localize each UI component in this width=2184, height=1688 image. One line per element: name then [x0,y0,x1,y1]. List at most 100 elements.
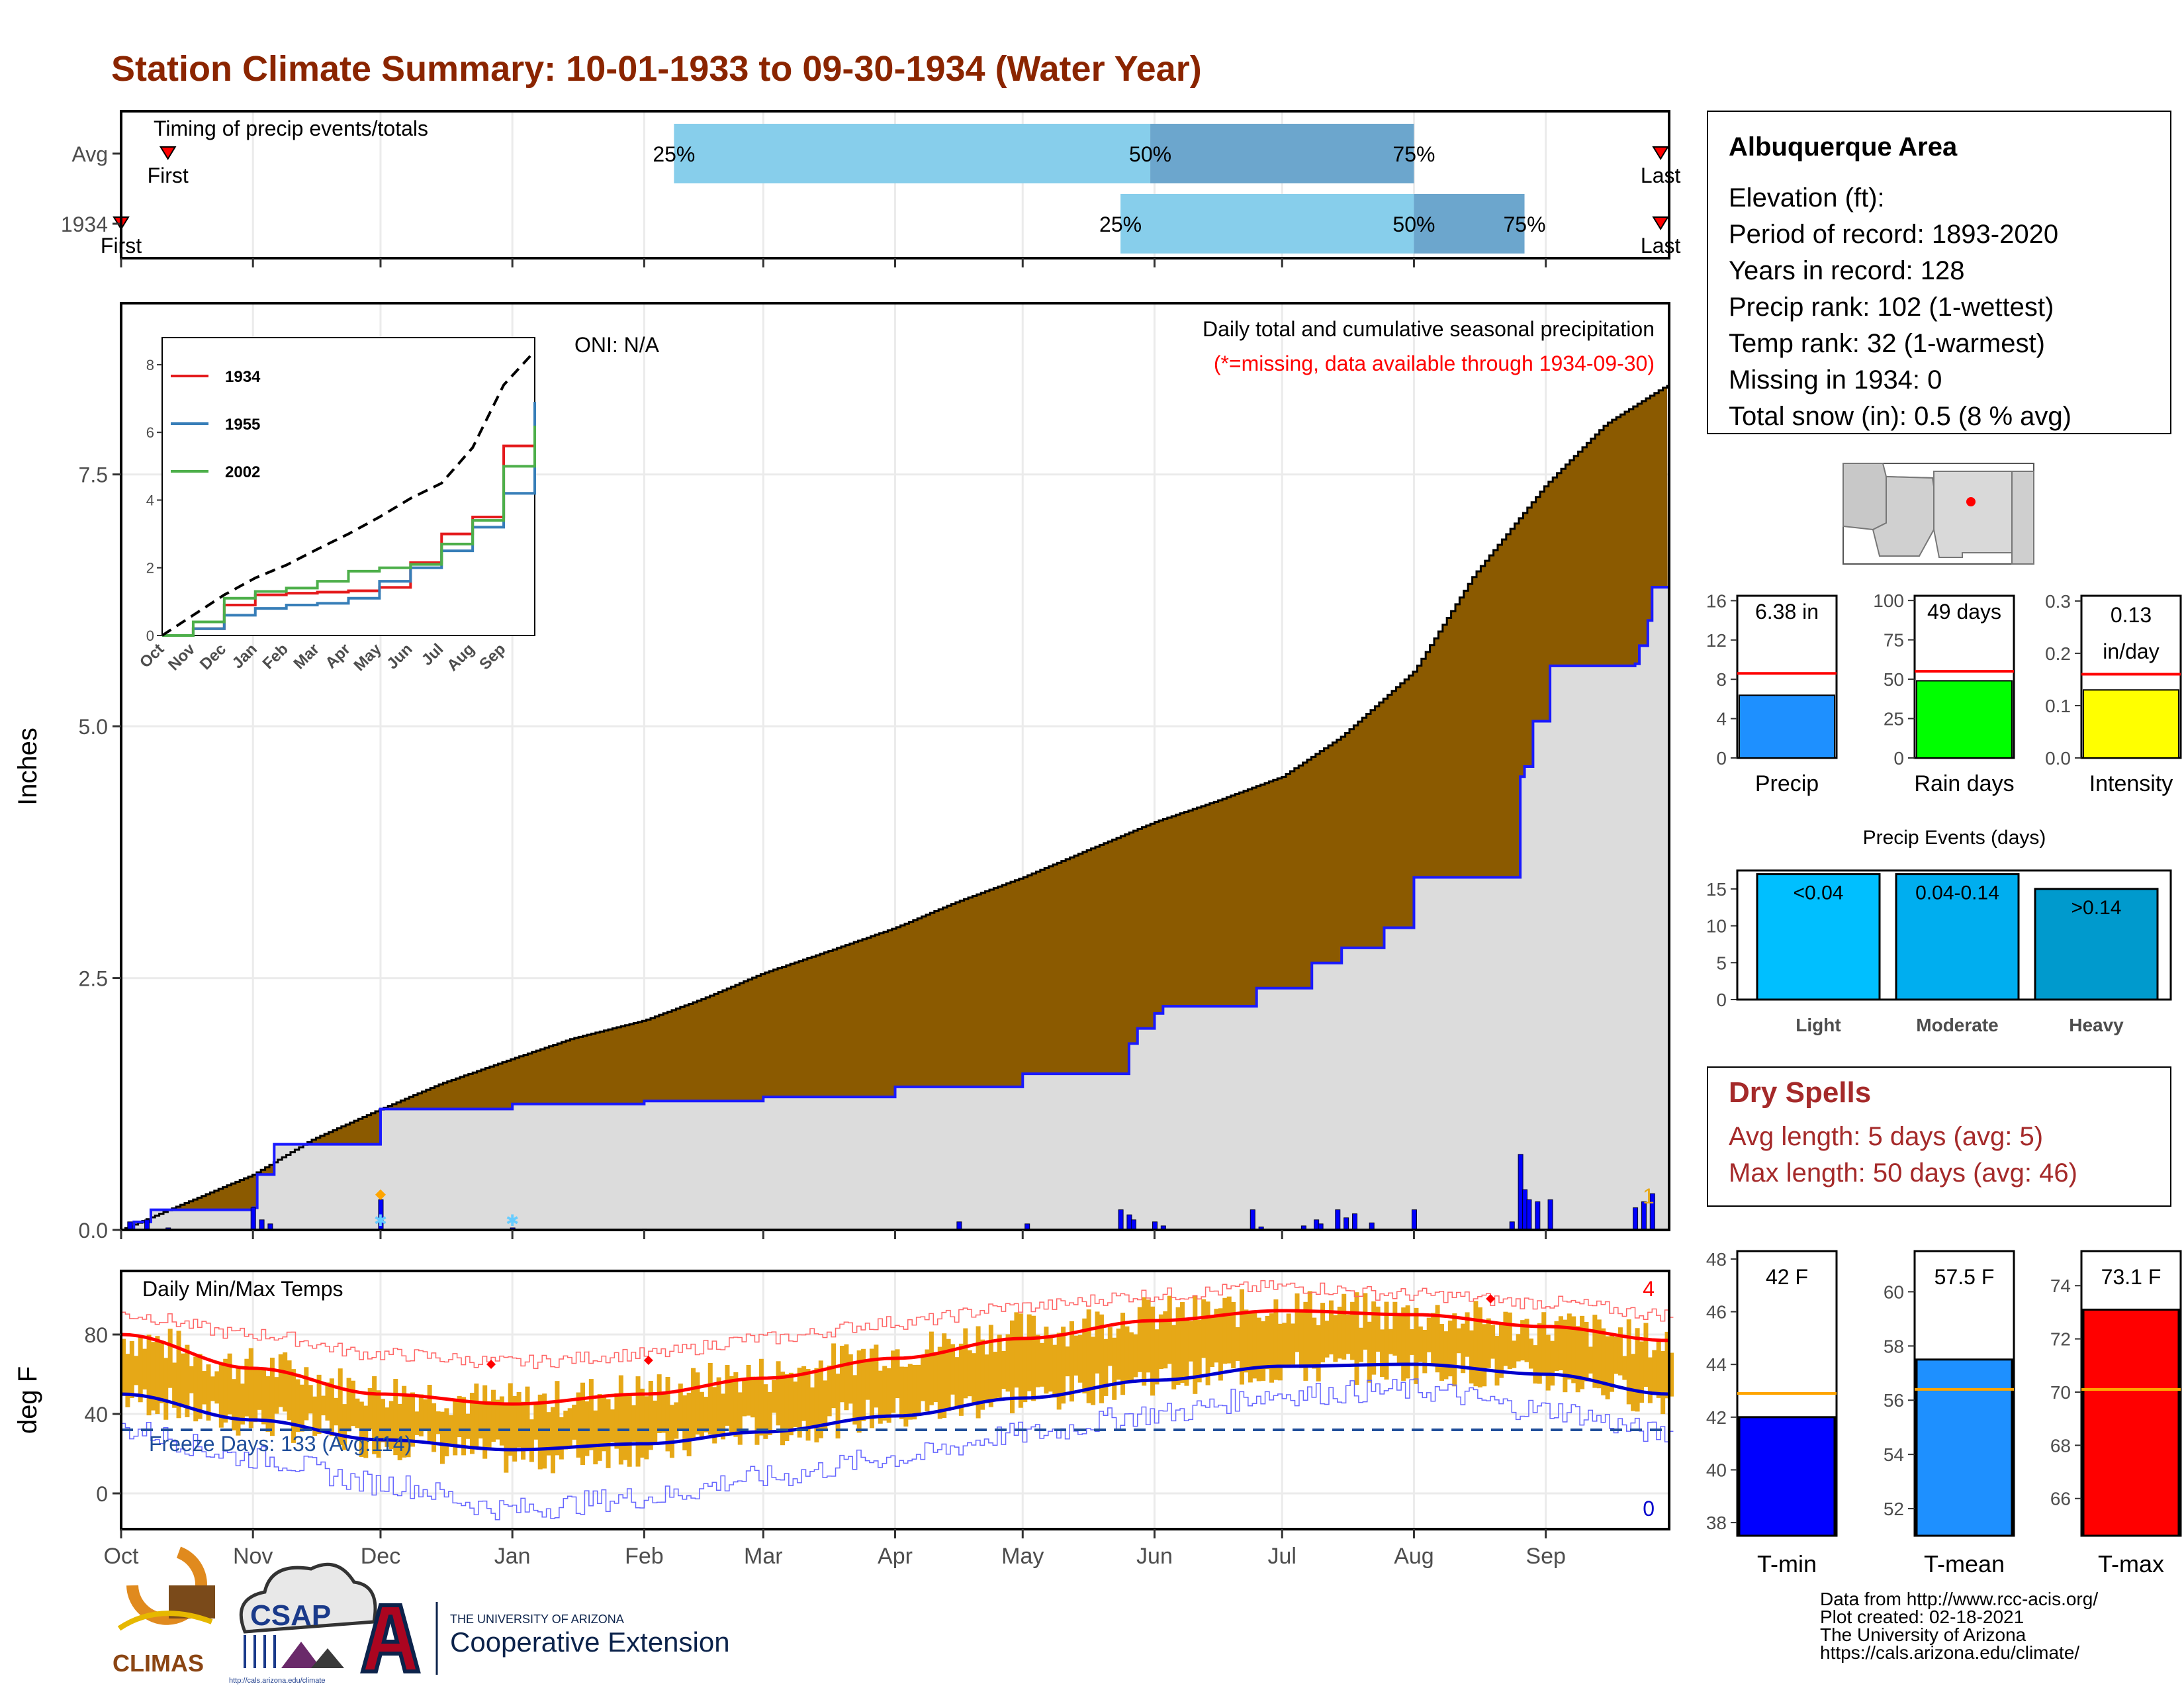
mini-y-tick-label: 0.0 [2045,748,2071,769]
daily-temp-range-bar [163,1358,169,1420]
daily-temp-range-bar [342,1404,347,1450]
daily-temp-range-bar [1435,1305,1440,1373]
daily-temp-range-bar [214,1371,220,1404]
daily-temp-range-bar [508,1383,513,1456]
daily-temp-range-bar [784,1374,790,1442]
daily-temp-range-bar [1426,1317,1432,1352]
daily-temp-range-bar [155,1336,160,1415]
daily-temp-range-bar [1273,1299,1279,1380]
daily-temp-range-bar [1541,1312,1547,1376]
daily-temp-range-bar [1550,1340,1555,1386]
record-min-line [121,1378,1674,1521]
daily-temp-range-bar [1107,1327,1113,1366]
mini-bar-label: Intensity [2089,771,2173,796]
daily-temp-range-bar [882,1366,887,1421]
daily-temp-range-bar [218,1363,224,1428]
temp-y-tick-label: 80 [84,1323,108,1347]
daily-temp-range-bar [614,1393,619,1449]
daily-temp-range-bar [1005,1334,1011,1392]
last-event-marker [1652,146,1669,160]
daily-temp-range-bar [1520,1320,1525,1361]
daily-temp-range-bar [355,1398,360,1429]
credit-line-2: Plot created: 02-18-2021 [1820,1607,2024,1627]
temp-bar-y-tick-label: 42 [1706,1407,1727,1428]
daily-temp-range-bar [1494,1336,1500,1386]
daily-temp-range-bar [1656,1340,1661,1398]
climas-logo: CLIMAS [113,1546,215,1677]
station-info-line: Temp rank: 32 (1-warmest) [1729,329,2045,358]
daily-temp-range-bar [623,1394,628,1460]
daily-temp-range-bar [504,1404,509,1473]
daily-temp-range-bar [721,1393,726,1440]
daily-temp-range-bar [1482,1324,1487,1387]
daily-temp-range-bar [316,1374,322,1434]
daily-temp-range-bar [1103,1338,1109,1396]
daily-temp-range-bar [1516,1334,1521,1362]
daily-temp-range-bar [653,1400,658,1445]
temp-x-tick-label: Jun [1136,1544,1173,1569]
daily-temp-range-bar [278,1354,283,1407]
daily-temp-range-bar [895,1349,900,1399]
temp-x-tick-label: Dec [361,1544,400,1569]
daily-temp-range-bar [269,1357,275,1436]
daily-temp-range-bar [725,1365,730,1426]
daily-temp-range-bar [1218,1308,1223,1381]
daily-temp-range-bar [206,1364,211,1421]
precip-event-bar-label: Light [1796,1015,1841,1035]
daily-temp-range-bar [937,1346,942,1419]
daily-temp-range-bar [142,1348,148,1390]
daily-temp-range-bar [1188,1321,1193,1362]
daily-temp-range-bar [1184,1318,1189,1386]
daily-temp-range-bar [193,1356,199,1422]
daily-temp-range-bar [958,1343,964,1416]
daily-temp-range-bar [223,1358,228,1423]
temp-bar-t-max [2082,1308,2180,1537]
daily-temp-range-bar [921,1356,926,1401]
daily-temp-range-bar [512,1395,518,1462]
mini-bar-label: Precip [1755,771,1819,796]
daily-temp-range-bar [1661,1350,1666,1415]
mini-y-tick-label: 8 [1716,669,1727,690]
inset-y-tick-label: 8 [146,357,154,373]
daily-temp-range-bar [1639,1341,1645,1403]
daily-temp-range-bar [1328,1300,1334,1355]
daily-temp-range-bar [1592,1315,1598,1388]
daily-temp-range-bar [1056,1333,1062,1410]
daily-temp-range-bar [1154,1329,1160,1385]
daily-temp-range-bar [1498,1323,1504,1378]
daily-temp-range-bar [801,1366,807,1421]
daily-temp-range-bar [1073,1335,1079,1376]
daily-temp-range-bar [588,1379,594,1450]
timing-title: Timing of precip events/totals [154,117,428,140]
daily-temp-range-bar [1443,1331,1449,1380]
daily-temp-range-bar [1286,1313,1291,1368]
mini-y-tick-label: 0 [1716,748,1727,769]
record-max-line [121,1280,1674,1370]
daily-temp-range-bar [691,1368,696,1439]
daily-temp-range-bar [797,1368,802,1438]
daily-temp-range-bar [469,1393,475,1454]
daily-temp-range-bar [980,1339,985,1410]
daily-temp-range-bar [618,1375,623,1465]
daily-temp-range-bar [1507,1312,1512,1370]
daily-temp-range-bar [661,1393,666,1433]
daily-temp-range-bar [1342,1293,1347,1360]
daily-temp-range-bar [176,1331,181,1419]
daily-temp-range-bar [712,1387,717,1444]
daily-temp-range-bar [1171,1325,1177,1389]
daily-temp-range-bar [567,1408,572,1446]
daily-temp-range-bar [907,1364,913,1420]
temp-bar-y-tick-label: 70 [2050,1382,2071,1403]
daily-temp-range-bar [461,1397,467,1456]
daily-temp-range-bar [1214,1309,1219,1363]
daily-temp-range-bar [793,1382,798,1427]
daily-precip-bar [1351,1213,1357,1231]
timing-q50-label: 50% [1129,142,1171,166]
record-high-marker [1486,1294,1496,1303]
daily-temp-range-bar [1601,1328,1606,1395]
daily-temp-range-bar [423,1399,428,1430]
daily-temp-range-bar [555,1381,560,1456]
daily-temp-range-bar [1439,1324,1445,1381]
daily-temp-range-bar [1239,1289,1244,1385]
daily-temp-range-bar [1545,1335,1551,1391]
